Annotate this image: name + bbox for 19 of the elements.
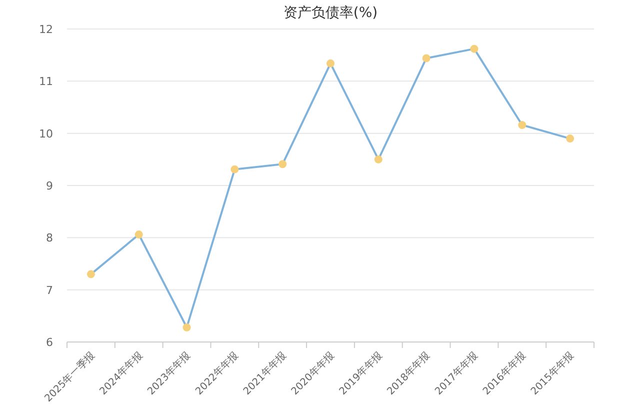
y-tick-label: 9	[46, 180, 53, 192]
point	[182, 323, 191, 332]
y-tick-label: 6	[46, 336, 53, 349]
y-tick-label: 11	[39, 75, 53, 88]
point	[374, 155, 382, 164]
y-tick-label: 7	[46, 284, 53, 297]
point	[470, 44, 478, 53]
point	[230, 165, 239, 174]
point	[422, 54, 430, 62]
y-tick-label: 10	[39, 127, 53, 140]
point	[518, 120, 526, 129]
point	[566, 134, 574, 143]
y-tick-label: 8	[46, 232, 53, 245]
point	[326, 59, 334, 68]
point	[86, 270, 95, 278]
point	[134, 230, 143, 239]
chart-title: 资产负债率(%)	[283, 5, 378, 21]
y-tick-label: 12	[39, 23, 53, 36]
point	[278, 160, 287, 168]
